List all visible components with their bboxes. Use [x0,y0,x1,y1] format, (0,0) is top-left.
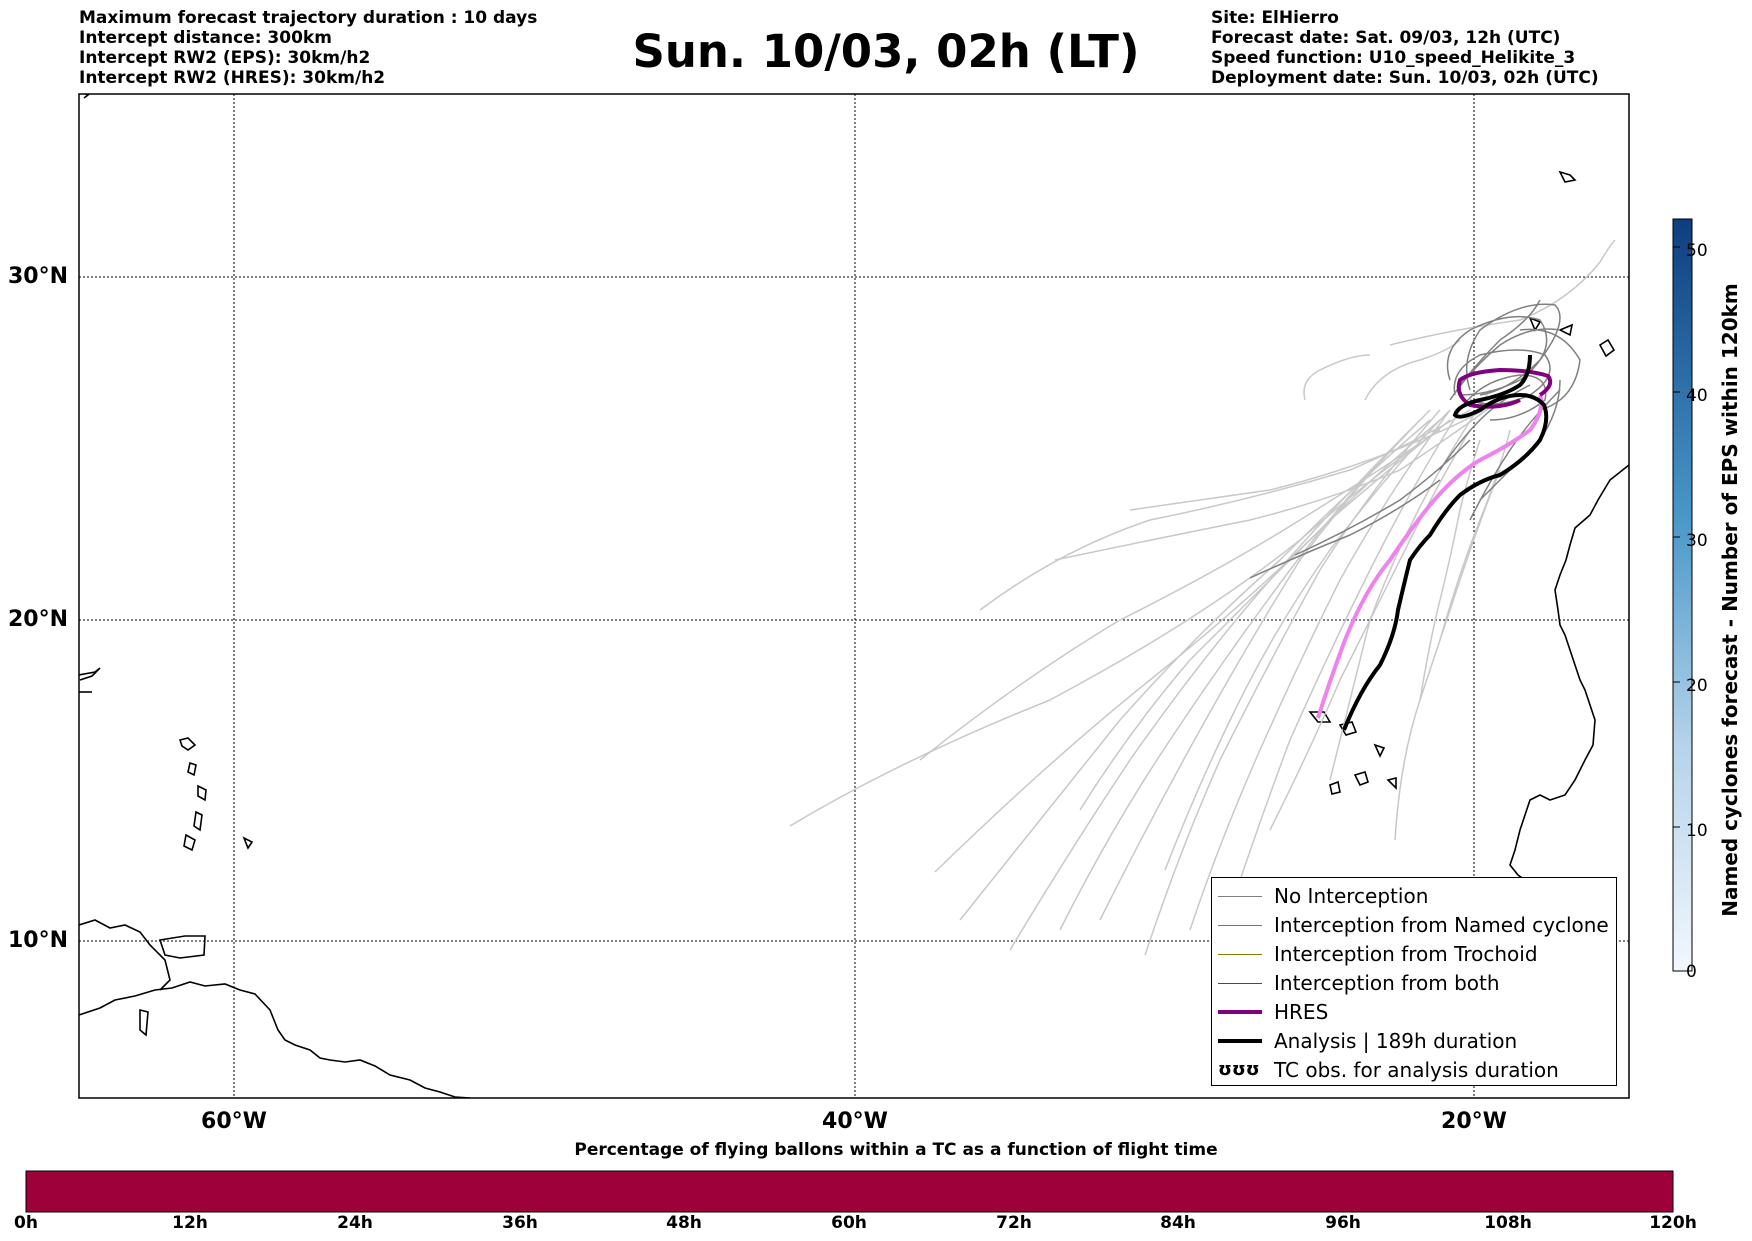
legend-item-hres: HRES [1212,998,1616,1027]
time-tick-48h: 48h [666,1213,702,1233]
intercept-eps-text: Intercept RW2 (EPS): 30km/h2 [79,48,371,68]
eps-colorbar [1672,218,1693,972]
island-6 [183,833,196,852]
timebar-title: Percentage of flying ballons within a TC… [574,1140,1218,1160]
max-duration-text: Maximum forecast trajectory duration : 1… [79,8,538,28]
lon-label-60w: 60°W [201,1109,267,1134]
colorbar-tick-20: 20 [1686,676,1708,696]
map-frame [78,93,1630,1099]
lat-label-20n: 20°N [8,607,69,632]
island-5 [193,810,203,832]
legend-item-named-cyclone: Interception from Named cyclone [1212,911,1616,940]
hres-loop [1456,367,1553,409]
time-bar-fill [25,1170,1674,1213]
island-3 [187,761,197,777]
island-4 [197,784,207,802]
site-text: Site: ElHierro [1211,8,1339,28]
time-tick-12h: 12h [172,1213,208,1233]
cape-verde-3 [1353,771,1369,787]
island-7 [242,836,254,850]
colorbar-tick-0: 0 [1686,962,1697,982]
island-2 [178,737,197,751]
map-legend: No Interception Interception from Named … [1211,877,1617,1086]
eps-trajectories-light [789,239,1616,956]
time-tick-0h: 0h [14,1213,38,1233]
colorbar-tick-30: 30 [1686,531,1708,551]
no-interception-trajectories [1249,299,1581,579]
intercept-hres-text: Intercept RW2 (HRES): 30km/h2 [79,68,386,88]
island-9 [139,1008,149,1037]
madeira [1558,170,1577,183]
lat-label-30n: 30°N [8,264,69,289]
lon-label-40w: 40°W [822,1109,888,1134]
colorbar-tick-10: 10 [1686,821,1708,841]
legend-item-trochoid: Interception from Trochoid [1212,940,1616,969]
time-tick-120h: 120h [1649,1213,1697,1233]
canary-2 [1558,323,1574,337]
africa-coast [1509,464,1629,881]
run-info-left: Maximum forecast trajectory duration : 1… [79,8,537,88]
canary-1 [1598,338,1616,358]
time-tick-36h: 36h [502,1213,538,1233]
run-info-right: Site: ElHierro Forecast date: Sat. 09/03… [1211,8,1599,88]
colorbar-tick-40: 40 [1686,386,1708,406]
south-america-coast [79,981,471,1098]
time-tick-72h: 72h [996,1213,1032,1233]
trinidad [158,935,206,959]
cape-verde-2 [1373,743,1386,758]
time-tick-60h: 60h [831,1213,867,1233]
time-tick-96h: 96h [1325,1213,1361,1233]
tc-symbol-icon: ʊʊʊ [1218,1059,1260,1080]
colorbar-tick-50: 50 [1686,241,1708,261]
page-title: Sun. 10/03, 02h (LT) [632,25,1140,78]
time-tick-84h: 84h [1160,1213,1196,1233]
deployment-date-text: Deployment date: Sun. 10/03, 02h (UTC) [1211,68,1599,88]
colorbar-title: Named cyclones forecast - Number of EPS … [1718,283,1742,917]
puerto-rico-area [79,667,101,681]
forecast-date-text: Forecast date: Sat. 09/03, 12h (UTC) [1211,28,1561,48]
cape-verde-4 [1386,776,1397,790]
island-8 [83,94,90,99]
lon-label-20w: 20°W [1441,1109,1507,1134]
analysis-trajectory [1342,354,1549,731]
coastlines [79,94,1629,1098]
canary-3 [1528,316,1542,332]
legend-item-no-interception: No Interception [1212,882,1616,911]
colorbar-gradient [1672,218,1693,972]
legend-item-analysis: Analysis | 189h duration [1212,1027,1616,1056]
legend-item-both: Interception from both [1212,969,1616,998]
intercept-distance-text: Intercept distance: 300km [79,28,332,48]
flight-time-bar [25,1170,1674,1213]
legend-item-tc-obs: ʊʊʊ TC obs. for analysis duration [1218,1058,1559,1082]
cape-verde-5 [1329,780,1341,795]
time-tick-108h: 108h [1484,1213,1532,1233]
time-tick-24h: 24h [337,1213,373,1233]
speed-function-text: Speed function: U10_speed_Helikite_3 [1211,48,1576,68]
hres-trajectory [1316,394,1544,719]
lat-label-10n: 10°N [8,928,69,953]
caribbean-coast-a [79,919,171,991]
